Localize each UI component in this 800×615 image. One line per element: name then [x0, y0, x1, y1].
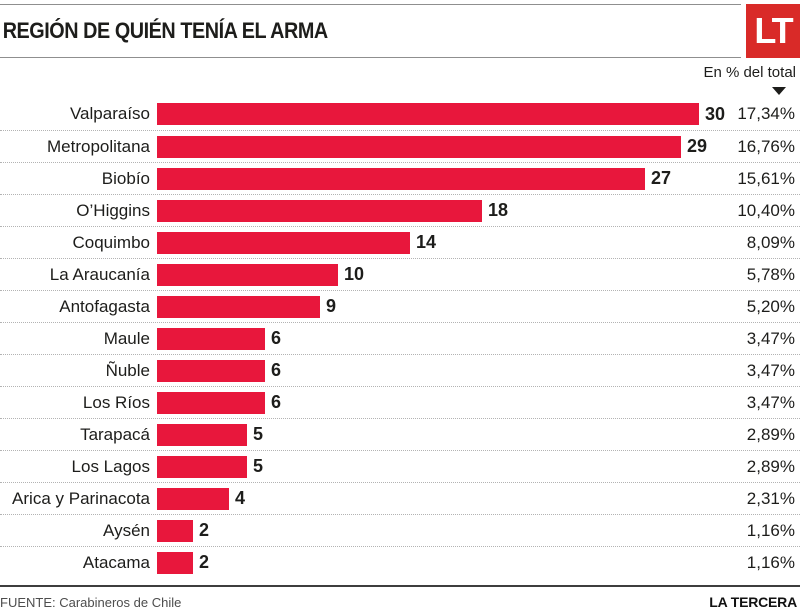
footer: FUENTE: Carabineros de Chile LA TERCERA: [0, 585, 800, 610]
row-label: Tarapacá: [80, 424, 150, 444]
row-label: O’Higgins: [76, 200, 150, 220]
row-label: Aysén: [103, 520, 150, 540]
value-note: En % del total: [703, 64, 796, 81]
lt-logo: LT: [746, 4, 800, 58]
header: REGIÓN DE QUIÉN TENÍA EL ARMA: [0, 4, 741, 58]
bar-value: 6: [271, 328, 282, 348]
bar-value: 5: [253, 456, 264, 476]
source-credit: FUENTE: Carabineros de Chile: [0, 595, 182, 610]
bar: [157, 167, 645, 190]
bar: [157, 551, 193, 574]
bar-percent: 10,40%: [737, 200, 795, 220]
chart-row: La Araucanía 10 5,78%: [0, 258, 800, 290]
chart-row: Arica y Parinacota 4 2,31%: [0, 482, 800, 514]
bar: [157, 135, 681, 158]
bar-percent: 2,89%: [746, 424, 795, 444]
bar-percent: 16,76%: [737, 136, 795, 156]
row-label: Antofagasta: [59, 296, 150, 316]
bar-value: 6: [271, 360, 282, 380]
chart-row: Maule 6 3,47%: [0, 322, 800, 354]
bar-percent: 2,31%: [746, 488, 795, 508]
bar-value: 30: [705, 103, 726, 124]
bar-value: 27: [651, 168, 672, 188]
row-label: La Araucanía: [49, 264, 150, 284]
bar: [157, 423, 247, 446]
bar-value: 6: [271, 392, 282, 412]
row-label: Arica y Parinacota: [12, 488, 150, 508]
bar: [157, 199, 482, 222]
chart-row: Metropolitana 29 16,76%: [0, 130, 800, 162]
row-label: Los Lagos: [71, 456, 150, 476]
chart-row: Aysén 2 1,16%: [0, 514, 800, 546]
bar: [157, 359, 265, 382]
bar-value: 5: [253, 424, 264, 444]
chart-row: Coquimbo 14 8,09%: [0, 226, 800, 258]
bar-value: 9: [326, 296, 337, 316]
chart-row: Valparaíso 30 17,34%: [0, 98, 800, 130]
chart-row: Atacama 2 1,16%: [0, 546, 800, 578]
bar: [157, 455, 247, 478]
bar-value: 4: [235, 488, 246, 508]
chart-row: Los Ríos 6 3,47%: [0, 386, 800, 418]
bar: [157, 487, 229, 510]
bar-percent: 1,16%: [746, 520, 795, 540]
bar-percent: 3,47%: [746, 392, 795, 412]
bar: [157, 295, 320, 318]
bar-value: 2: [199, 520, 210, 540]
bar-value: 10: [344, 264, 365, 284]
bar-percent: 5,20%: [746, 296, 795, 316]
chart-title: REGIÓN DE QUIÉN TENÍA EL ARMA: [2, 18, 328, 43]
row-label: Los Ríos: [82, 392, 150, 412]
bar-percent: 1,16%: [746, 552, 795, 572]
bar-percent: 17,34%: [737, 104, 795, 123]
chart-row: Biobío 27 15,61%: [0, 162, 800, 194]
row-label: Atacama: [82, 552, 150, 572]
lt-logo-text: LT: [754, 10, 793, 51]
bar-percent: 5,78%: [746, 264, 795, 284]
bar-percent: 3,47%: [746, 360, 795, 380]
bar-percent: 2,89%: [746, 456, 795, 476]
bar-chart: Valparaíso 30 17,34% Metropolitana 29 16…: [0, 98, 800, 578]
bar-percent: 8,09%: [746, 232, 795, 252]
bar: [157, 391, 265, 414]
bar: [157, 263, 338, 286]
bar: [157, 231, 410, 254]
arrow-down-icon: [772, 87, 786, 95]
row-label: Valparaíso: [69, 104, 150, 123]
bar: [157, 327, 265, 350]
bar: [157, 103, 699, 125]
bar-value: 18: [488, 200, 509, 220]
bar: [157, 519, 193, 542]
row-label: Ñuble: [105, 360, 150, 380]
row-label: Metropolitana: [46, 136, 150, 156]
chart-row: O’Higgins 18 10,40%: [0, 194, 800, 226]
bar-value: 29: [687, 136, 708, 156]
bar-value: 2: [199, 552, 210, 572]
brand-credit: LA TERCERA: [709, 594, 797, 610]
chart-row: Antofagasta 9 5,20%: [0, 290, 800, 322]
bar-percent: 3,47%: [746, 328, 795, 348]
chart-row: Tarapacá 5 2,89%: [0, 418, 800, 450]
row-label: Maule: [103, 328, 150, 348]
bar-value: 14: [416, 232, 437, 252]
chart-row: Los Lagos 5 2,89%: [0, 450, 800, 482]
row-label: Coquimbo: [72, 232, 151, 252]
chart-row: Ñuble 6 3,47%: [0, 354, 800, 386]
row-label: Biobío: [101, 168, 150, 188]
bar-percent: 15,61%: [737, 168, 795, 188]
